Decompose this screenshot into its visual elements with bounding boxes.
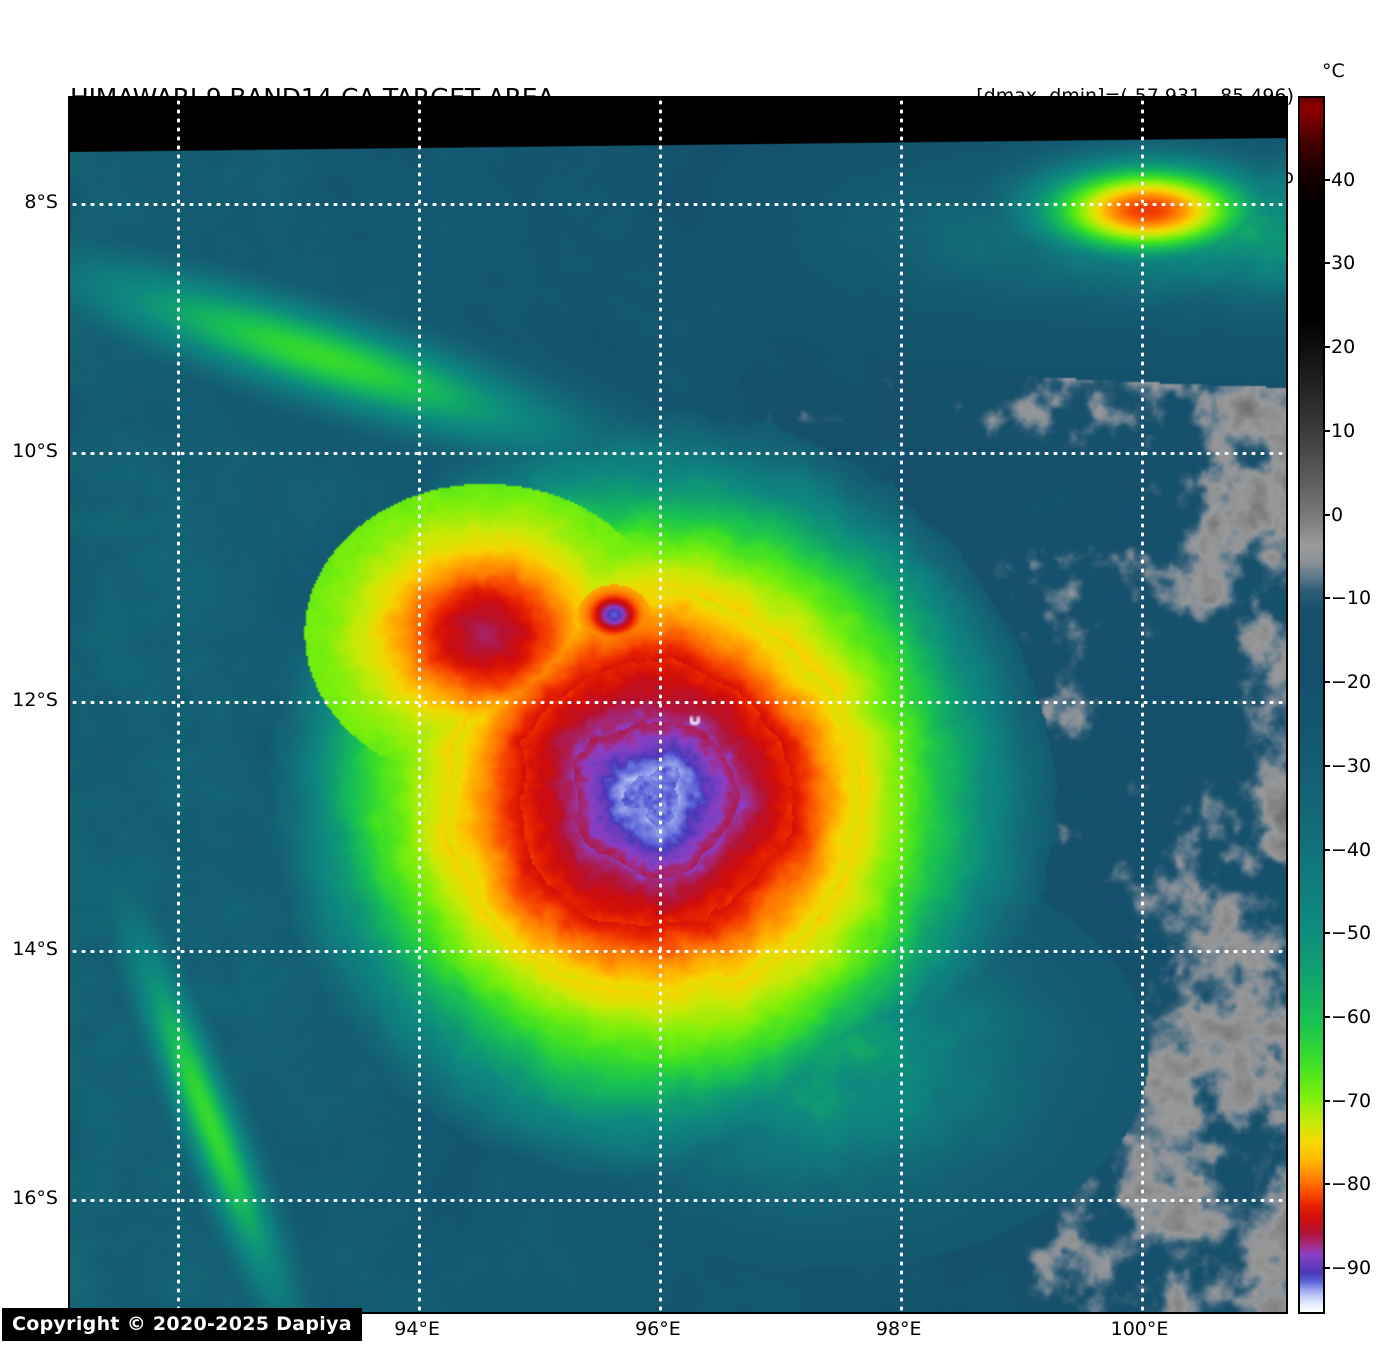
colorbar-tick-label: −40 [1331,838,1372,861]
colorbar-tick-label: −60 [1331,1005,1372,1028]
ytick-label: 10°S [12,439,58,462]
infrared-brightness-temperature-raster [70,98,1286,1312]
xtick-label: 100°E [1110,1318,1169,1340]
ytick-label: 12°S [12,688,58,711]
colorbar-tick-mark [1323,597,1330,600]
colorbar-tick-label: 10 [1331,419,1356,442]
colorbar-tick-mark [1323,764,1330,767]
colorbar-tick-label: −30 [1331,754,1372,777]
temperature-colorbar[interactable] [1298,96,1325,1314]
ytick-label: 16°S [12,1186,58,1209]
copyright-watermark: Copyright © 2020-2025 Dapiya [2,1308,362,1341]
colorbar-tick-label: 20 [1331,336,1356,359]
xtick-label: 96°E [635,1318,681,1340]
colorbar-tick-label: −90 [1331,1257,1372,1280]
colorbar-tick-mark [1323,1267,1330,1270]
colorbar-tick-label: −10 [1331,587,1372,610]
colorbar-tick-label: 40 [1331,168,1356,191]
ytick-label: 8°S [24,190,58,213]
colorbar-tick-label: −50 [1331,922,1372,945]
colorbar-tick-mark [1323,178,1330,181]
xtick-label: 94°E [394,1318,440,1340]
colorbar-tick-mark [1323,346,1330,349]
colorbar-tick-mark [1323,848,1330,851]
xtick-label: 98°E [875,1318,922,1340]
colorbar-tick-mark [1323,932,1330,935]
colorbar-tick-label: 0 [1331,503,1344,526]
colorbar-tick-label: −80 [1331,1173,1372,1196]
colorbar-tick-mark [1323,681,1330,684]
colorbar-tick-label: 30 [1331,252,1356,275]
colorbar-tick-mark [1323,1183,1330,1186]
colorbar-tick-mark [1323,429,1330,432]
colorbar-gradient [1300,98,1323,1312]
colorbar-tick-label: −70 [1331,1089,1372,1112]
colorbar-tick-mark [1323,1015,1330,1018]
colorbar-tick-mark [1323,1099,1330,1102]
colorbar-tick-label: −20 [1331,671,1372,694]
colorbar-tick-mark [1323,262,1330,265]
colorbar-tick-mark [1323,513,1330,516]
ytick-label: 14°S [12,937,58,960]
colorbar-unit-label: °C [1322,60,1345,82]
satellite-image-plot[interactable] [68,96,1288,1314]
no-data-band [70,98,1286,152]
